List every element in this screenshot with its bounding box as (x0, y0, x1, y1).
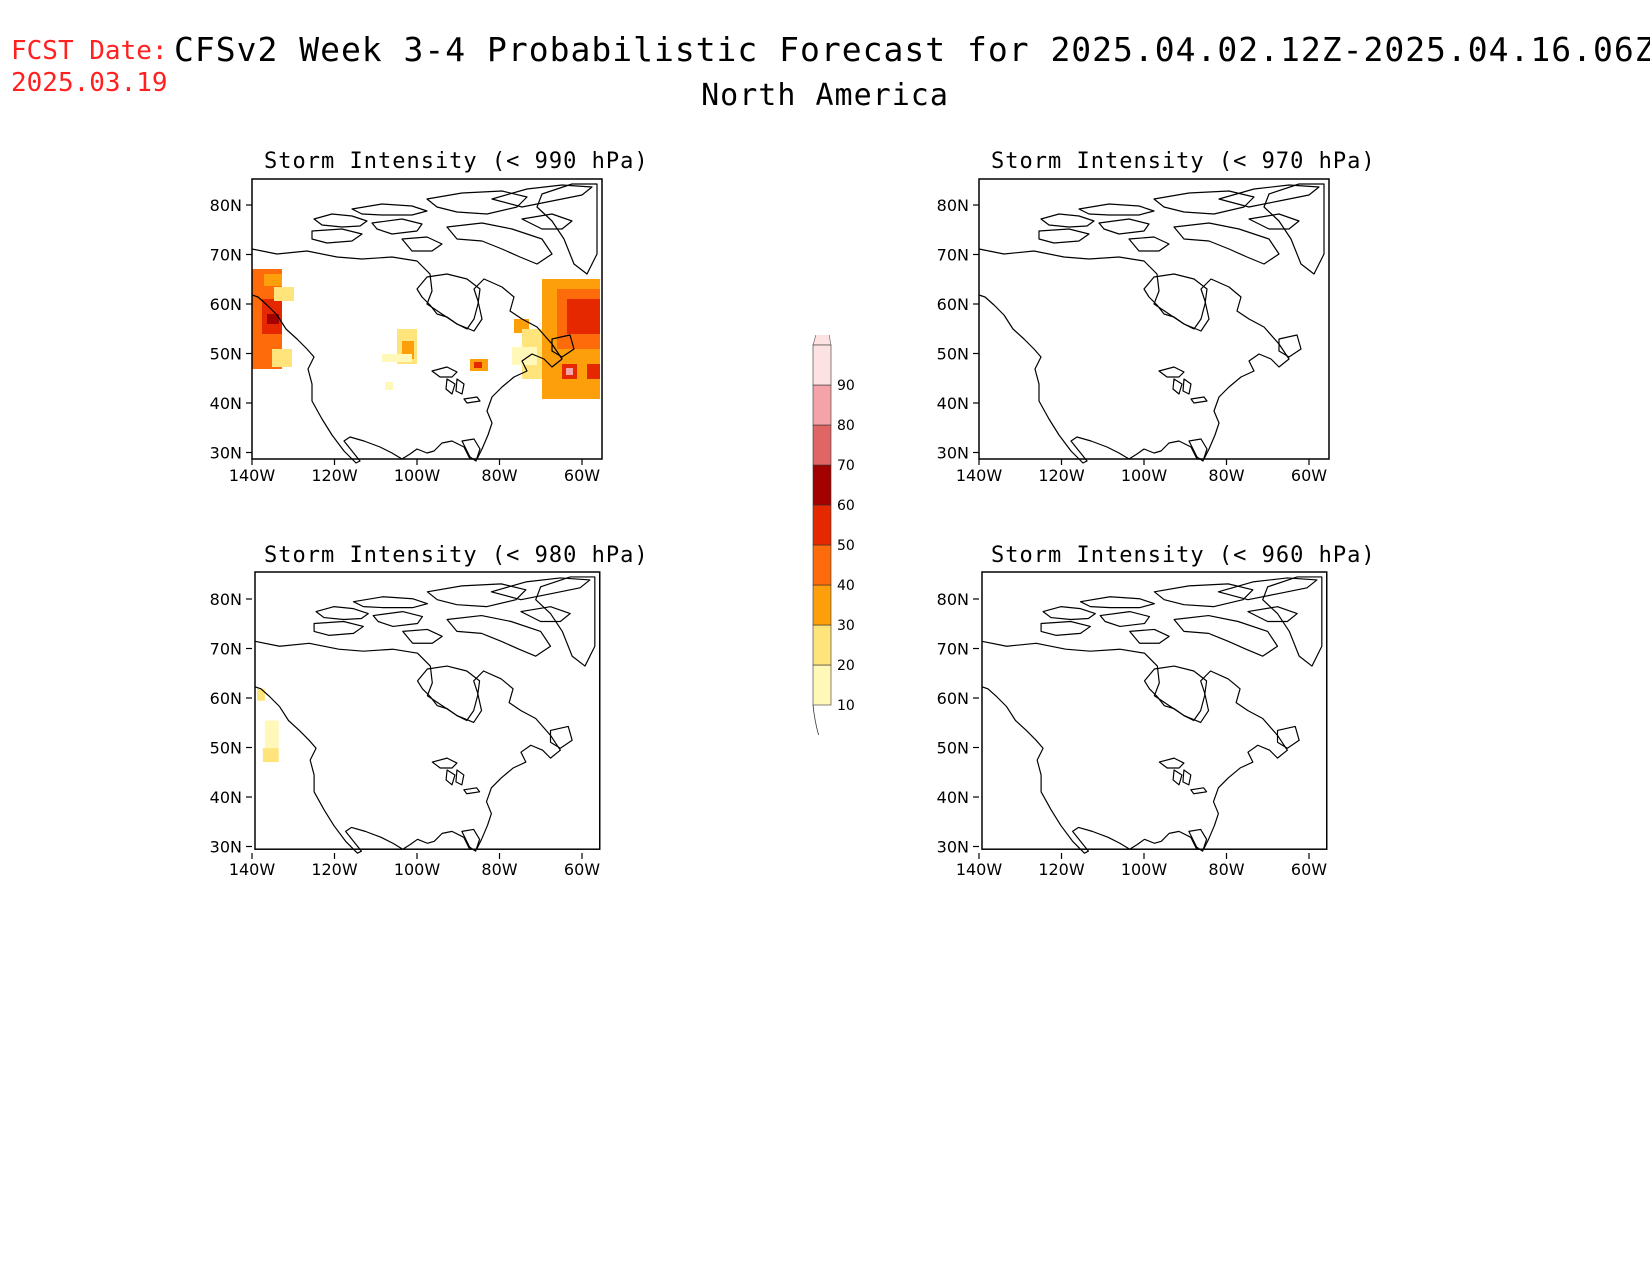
panel-title: Storm Intensity (< 960 hPa) (991, 543, 1376, 568)
lon-tick-label: 100W (1121, 466, 1168, 485)
lat-tick-label: 30N (210, 444, 242, 463)
colorbar-label: 40 (837, 578, 855, 594)
lon-axis: 140W 120W 100W 80W 60W (229, 459, 600, 485)
panel-title: Storm Intensity (< 990 hPa) (264, 149, 649, 174)
colorbar-label: 30 (837, 618, 855, 634)
colorbar-label: 90 (837, 378, 855, 394)
lon-tick-label: 80W (1208, 466, 1244, 485)
map-970: 80N 70N 60N 50N 40N 30N 140W 120W 100W 80W 60W (937, 178, 1330, 485)
lat-tick-label: 60N (210, 295, 242, 314)
lon-tick-label: 100W (1121, 860, 1168, 879)
lat-tick-label: 30N (210, 838, 242, 857)
colorbar-tail (812, 704, 819, 735)
lat-tick-label: 70N (210, 246, 242, 265)
page-title: CFSv2 Week 3-4 Probabilistic Forecast fo… (174, 30, 1650, 69)
lat-tick-label: 30N (937, 838, 969, 857)
lat-axis: 80N 70N 60N 50N 40N 30N (937, 196, 979, 463)
colorbar-labels: 10 20 30 40 50 60 70 80 90 (837, 378, 855, 714)
lon-tick-label: 60W (1291, 466, 1327, 485)
map-980: 80N 70N 60N 50N 40N 30N 140W 120W 100W 80W 60W (210, 571, 601, 879)
probability-shading (256, 688, 279, 763)
lon-tick-label: 100W (394, 860, 441, 879)
lat-tick-label: 70N (937, 640, 969, 659)
colorbar-swatch (812, 624, 832, 666)
lat-tick-label: 60N (210, 689, 242, 708)
panel-980: Storm Intensity (< 980 hPa) 80N 70N 60N 50N… (200, 539, 660, 919)
lon-tick-label: 80W (481, 466, 517, 485)
map-frame (251, 178, 603, 460)
map-frame (978, 178, 1330, 460)
map-990: 80N 70N 60N 50N 40N 30N 140W 120W 100W 80W 60W (210, 178, 603, 485)
lon-tick-label: 140W (229, 466, 276, 485)
lon-tick-label: 60W (564, 466, 600, 485)
probability-shading (252, 269, 600, 399)
lat-axis: 80N 70N 60N 50N 40N 30N (937, 590, 979, 857)
lat-tick-label: 50N (210, 739, 242, 758)
panel-title: Storm Intensity (< 980 hPa) (264, 543, 649, 568)
lon-axis: 140W 120W 100W 80W 60W (956, 459, 1327, 485)
lon-tick-label: 60W (1291, 860, 1327, 879)
lat-tick-label: 40N (210, 394, 242, 413)
probability-colorbar: 10 20 30 40 50 60 70 80 90 (812, 335, 855, 735)
lon-tick-label: 100W (394, 466, 441, 485)
map-960: 80N 70N 60N 50N 40N 30N 140W 120W 100W 80W 60W (937, 571, 1328, 879)
lat-axis: 80N 70N 60N 50N 40N 30N (210, 590, 252, 857)
lat-tick-label: 70N (937, 246, 969, 265)
colorbar-label: 10 (837, 698, 855, 714)
colorbar-swatch (812, 544, 832, 586)
colorbar-swatch (812, 504, 832, 546)
lon-tick-label: 140W (229, 860, 276, 879)
panel-960: Storm Intensity (< 960 hPa) 80N 70N 60N 50N… (927, 539, 1387, 919)
lat-tick-label: 80N (937, 196, 969, 215)
colorbar-swatches (812, 335, 832, 735)
lon-tick-label: 120W (1038, 860, 1085, 879)
lat-tick-label: 50N (937, 345, 969, 364)
lat-tick-label: 80N (937, 590, 969, 609)
lat-tick-label: 40N (937, 788, 969, 807)
colorbar-swatch (812, 384, 832, 426)
lon-tick-label: 80W (481, 860, 517, 879)
lon-tick-label: 120W (311, 860, 358, 879)
forecast-date-value: 2025.03.19 (11, 68, 168, 98)
lon-axis: 140W 120W 100W 80W 60W (956, 853, 1327, 879)
colorbar-swatch (812, 424, 832, 466)
lat-tick-label: 60N (937, 295, 969, 314)
lon-tick-label: 140W (956, 466, 1003, 485)
lat-tick-label: 40N (937, 394, 969, 413)
panel-990: Storm Intensity (< 990 hPa) (200, 145, 660, 525)
region-subtitle: North America (701, 78, 949, 113)
lat-tick-label: 40N (210, 788, 242, 807)
lat-tick-label: 80N (210, 590, 242, 609)
colorbar-swatch (812, 664, 832, 706)
colorbar-swatch (812, 344, 832, 386)
panel-970: Storm Intensity (< 970 hPa) 80N 70N 60N 50N… (927, 145, 1387, 525)
map-frame (981, 571, 1328, 850)
panel-title: Storm Intensity (< 970 hPa) (991, 149, 1376, 174)
forecast-date-label: FCST Date: (11, 36, 168, 66)
colorbar-label: 50 (837, 538, 855, 554)
lat-tick-label: 30N (937, 444, 969, 463)
lat-tick-label: 50N (210, 345, 242, 364)
lat-tick-label: 70N (210, 640, 242, 659)
lon-tick-label: 80W (1208, 860, 1244, 879)
lon-tick-label: 60W (564, 860, 600, 879)
colorbar-swatch (812, 584, 832, 626)
colorbar-swatch-top (812, 335, 832, 346)
lon-tick-label: 120W (1038, 466, 1085, 485)
lon-axis: 140W 120W 100W 80W 60W (229, 853, 600, 879)
lon-tick-label: 120W (311, 466, 358, 485)
colorbar-label: 80 (837, 418, 855, 434)
colorbar-swatch (812, 464, 832, 506)
map-frame (254, 571, 601, 850)
lat-tick-label: 50N (937, 739, 969, 758)
colorbar-label: 60 (837, 498, 855, 514)
lon-tick-label: 140W (956, 860, 1003, 879)
colorbar-label: 70 (837, 458, 855, 474)
colorbar-label: 20 (837, 658, 855, 674)
lat-tick-label: 80N (210, 196, 242, 215)
lat-tick-label: 60N (937, 689, 969, 708)
lat-axis: 80N 70N 60N 50N 40N 30N (210, 196, 252, 463)
